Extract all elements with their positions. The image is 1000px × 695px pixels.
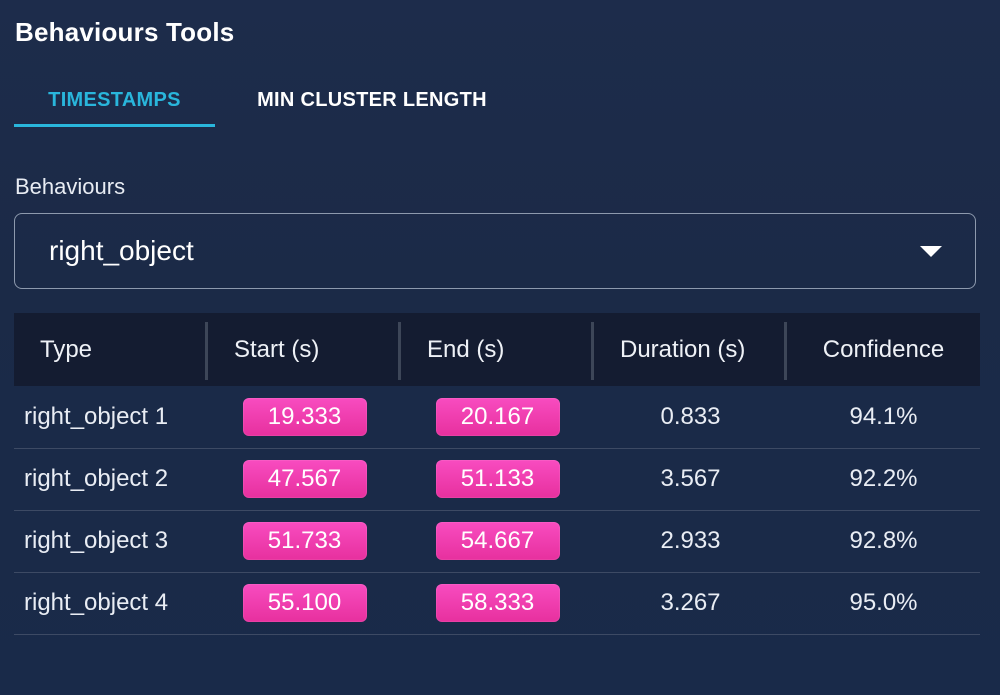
table-row[interactable]: right_object 2 47.567 51.133 3.567 92.2%	[14, 448, 980, 510]
tab-min-cluster-length[interactable]: MIN CLUSTER LENGTH	[257, 88, 487, 111]
end-time-badge[interactable]: 20.167	[435, 397, 560, 436]
column-header-start[interactable]: Start (s)	[208, 313, 401, 386]
tab-bar: TIMESTAMPS MIN CLUSTER LENGTH	[14, 76, 529, 128]
cell-duration: 2.933	[660, 527, 721, 554]
cell-confidence: 94.1%	[849, 402, 918, 430]
behaviours-table: Type Start (s) End (s) Duration (s) Conf…	[14, 313, 980, 635]
cell-duration: 3.567	[660, 465, 721, 492]
cell-type: right_object 3	[24, 527, 169, 554]
cell-start: 55.100	[208, 572, 401, 634]
cell-start: 51.733	[208, 510, 401, 572]
column-header-label: Confidence	[822, 335, 945, 363]
cell-confidence: 92.2%	[849, 465, 918, 492]
caret-down-icon[interactable]	[920, 245, 942, 257]
cell-type: right_object 1	[24, 402, 169, 430]
column-header-end[interactable]: End (s)	[401, 313, 594, 386]
table-row[interactable]: right_object 3 51.733 54.667 2.933 92.8%	[14, 510, 980, 572]
start-time-badge[interactable]: 51.733	[242, 522, 367, 560]
cell-end: 58.333	[401, 572, 594, 634]
column-divider	[591, 322, 594, 380]
column-header-label: Start (s)	[234, 335, 320, 363]
column-header-duration[interactable]: Duration (s)	[594, 313, 787, 386]
column-header-confidence[interactable]: Confidence	[787, 313, 980, 386]
cell-confidence: 92.8%	[849, 527, 918, 554]
column-divider	[398, 322, 401, 380]
cell-end: 51.133	[401, 448, 594, 510]
start-time-badge[interactable]: 55.100	[242, 584, 367, 622]
cell-duration: 3.267	[660, 589, 721, 616]
column-header-type[interactable]: Type	[14, 313, 208, 386]
column-divider	[784, 322, 787, 380]
cell-end: 20.167	[401, 386, 594, 448]
behaviours-select[interactable]: right_object	[14, 213, 976, 289]
end-time-badge[interactable]: 51.133	[435, 460, 560, 498]
column-header-label: End (s)	[427, 335, 505, 363]
cell-start: 19.333	[208, 386, 401, 448]
end-time-badge[interactable]: 58.333	[435, 584, 560, 622]
column-divider	[205, 322, 208, 380]
end-time-badge[interactable]: 54.667	[435, 522, 560, 560]
behaviours-label: Behaviours	[15, 174, 126, 199]
column-header-label: Type	[40, 335, 93, 363]
cell-end: 54.667	[401, 510, 594, 572]
tab-timestamps[interactable]: TIMESTAMPS	[14, 76, 215, 127]
cell-confidence: 95.0%	[849, 589, 918, 616]
cell-type: right_object 4	[24, 589, 169, 616]
table-row[interactable]: right_object 4 55.100 58.333 3.267 95.0%	[14, 572, 980, 634]
column-header-label: Duration (s)	[620, 335, 746, 363]
table-row[interactable]: right_object 1 19.333 20.167 0.833 94.1%	[14, 386, 980, 448]
cell-type: right_object 2	[24, 465, 169, 492]
cell-duration: 0.833	[660, 402, 721, 430]
start-time-badge[interactable]: 47.567	[242, 460, 367, 498]
table-header-row: Type Start (s) End (s) Duration (s) Conf…	[14, 313, 980, 386]
panel-title: Behaviours Tools	[15, 17, 235, 47]
start-time-badge[interactable]: 19.333	[242, 397, 367, 436]
cell-start: 47.567	[208, 448, 401, 510]
behaviours-select-value: right_object	[49, 235, 194, 266]
